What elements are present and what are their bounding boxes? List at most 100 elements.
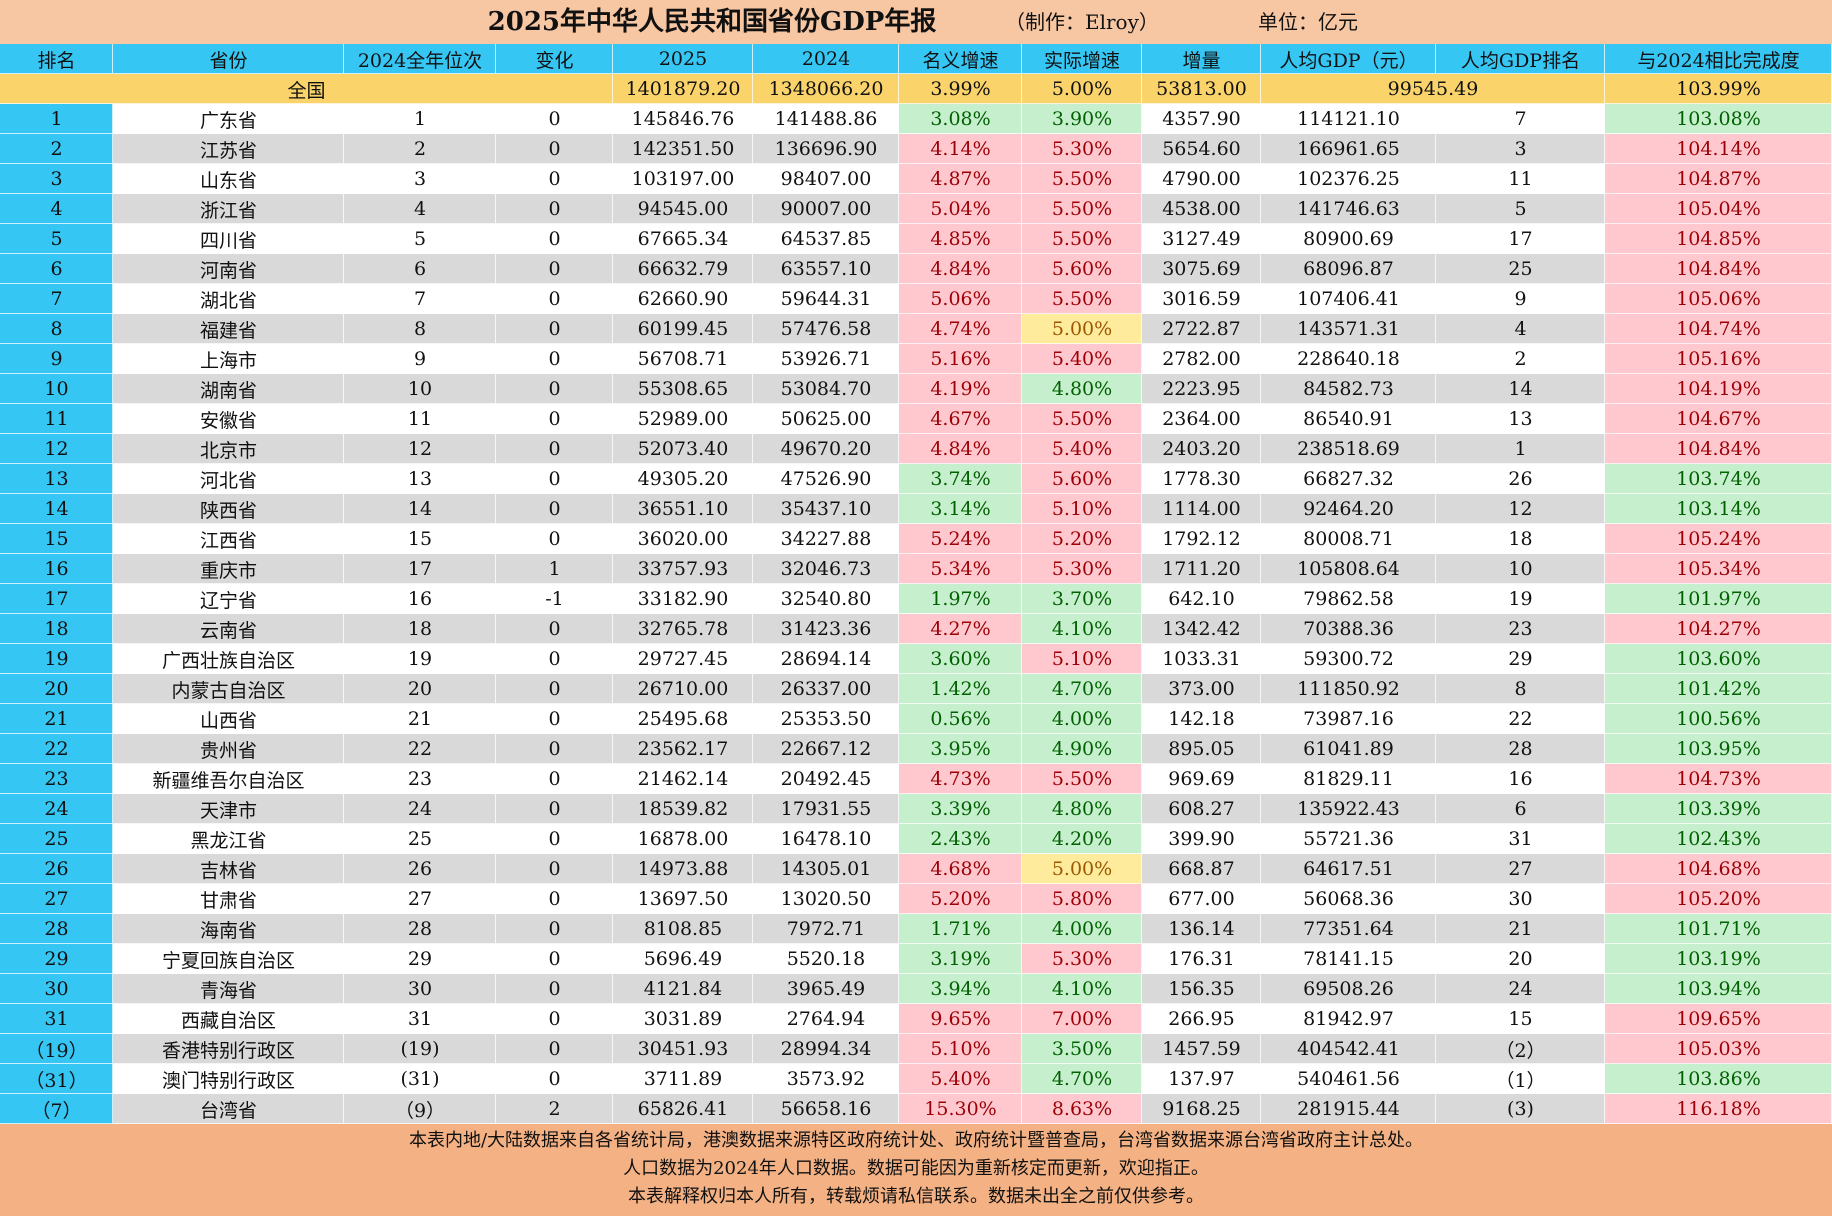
table-cell: 5.40% bbox=[899, 1064, 1022, 1094]
table-cell: 238518.69 bbox=[1261, 434, 1436, 464]
table-cell: 13697.50 bbox=[613, 884, 753, 914]
table-cell: 27 bbox=[1436, 854, 1605, 884]
table-cell: 8108.85 bbox=[613, 914, 753, 944]
table-cell: 5.40% bbox=[1022, 434, 1142, 464]
rank-cell: 8 bbox=[0, 314, 113, 344]
table-cell: 内蒙古自治区 bbox=[113, 674, 344, 704]
table-cell: 5.04% bbox=[899, 194, 1022, 224]
table-cell: 10 bbox=[1436, 554, 1605, 584]
table-cell: 3.70% bbox=[1022, 584, 1142, 614]
table-cell: 1.42% bbox=[899, 674, 1022, 704]
table-cell: 18539.82 bbox=[613, 794, 753, 824]
table-cell: 4.90% bbox=[1022, 734, 1142, 764]
table-cell: 25495.68 bbox=[613, 704, 753, 734]
rank-cell: 24 bbox=[0, 794, 113, 824]
table-cell: 0 bbox=[496, 794, 613, 824]
table-cell: 0 bbox=[496, 974, 613, 1004]
table-cell: 0 bbox=[496, 824, 613, 854]
table-cell: 山东省 bbox=[113, 164, 344, 194]
table-cell: 100.56% bbox=[1605, 704, 1832, 734]
table-cell: 103.60% bbox=[1605, 644, 1832, 674]
table-cell: 25353.50 bbox=[753, 704, 899, 734]
table-cell: 66632.79 bbox=[613, 254, 753, 284]
table-cell: 14305.01 bbox=[753, 854, 899, 884]
table-cell: 26710.00 bbox=[613, 674, 753, 704]
rank-cell: 3 bbox=[0, 164, 113, 194]
rank-cell: 12 bbox=[0, 434, 113, 464]
table-cell: 香港特别行政区 bbox=[113, 1034, 344, 1064]
table-cell: 2 bbox=[496, 1094, 613, 1124]
table-cell: 1 bbox=[344, 104, 496, 134]
table-cell: 0 bbox=[496, 914, 613, 944]
table-cell: 3127.49 bbox=[1142, 224, 1261, 254]
table-cell: 0 bbox=[496, 104, 613, 134]
table-cell: （2） bbox=[1436, 1034, 1605, 1064]
table-cell: 3.90% bbox=[1022, 104, 1142, 134]
table-cell: 2782.00 bbox=[1142, 344, 1261, 374]
table-cell: 26 bbox=[344, 854, 496, 884]
table-cell: 102376.25 bbox=[1261, 164, 1436, 194]
table-cell: 5696.49 bbox=[613, 944, 753, 974]
table-cell: 104.27% bbox=[1605, 614, 1832, 644]
table-cell: 福建省 bbox=[113, 314, 344, 344]
rank-cell: 20 bbox=[0, 674, 113, 704]
table-cell: 5.10% bbox=[1022, 644, 1142, 674]
table-cell: 13 bbox=[1436, 404, 1605, 434]
unit: 单位：亿元 bbox=[1258, 10, 1358, 34]
summary-cell: 5.00% bbox=[1022, 74, 1142, 104]
table-cell: 7.00% bbox=[1022, 1004, 1142, 1034]
table-cell: 92464.20 bbox=[1261, 494, 1436, 524]
table-cell: (19) bbox=[344, 1034, 496, 1064]
table-cell: 26 bbox=[1436, 464, 1605, 494]
table-cell: 21 bbox=[1436, 914, 1605, 944]
footer-note: 人口数据为2024年人口数据。数据可能因为重新核定而更新，欢迎指正。 bbox=[623, 1158, 1209, 1179]
column-header: 排名 bbox=[0, 44, 113, 74]
rank-cell: 27 bbox=[0, 884, 113, 914]
table-cell: 104.74% bbox=[1605, 314, 1832, 344]
table-cell: 80900.69 bbox=[1261, 224, 1436, 254]
table-cell: 0 bbox=[496, 674, 613, 704]
table-cell: 23 bbox=[344, 764, 496, 794]
table-cell: 103.14% bbox=[1605, 494, 1832, 524]
table-cell: 江西省 bbox=[113, 524, 344, 554]
table-cell: 4.84% bbox=[899, 254, 1022, 284]
table-cell: 5.06% bbox=[899, 284, 1022, 314]
table-cell: 28994.34 bbox=[753, 1034, 899, 1064]
table-cell: 7 bbox=[344, 284, 496, 314]
table-cell: 11 bbox=[344, 404, 496, 434]
column-header: 名义增速 bbox=[899, 44, 1022, 74]
table-cell: 56658.16 bbox=[753, 1094, 899, 1124]
table-cell: 17931.55 bbox=[753, 794, 899, 824]
table-cell: 2.43% bbox=[899, 824, 1022, 854]
table-cell: 60199.45 bbox=[613, 314, 753, 344]
table-cell: 166961.65 bbox=[1261, 134, 1436, 164]
table-cell: 3.60% bbox=[899, 644, 1022, 674]
table-cell: 28694.14 bbox=[753, 644, 899, 674]
table-cell: 73987.16 bbox=[1261, 704, 1436, 734]
table-cell: 62660.90 bbox=[613, 284, 753, 314]
table-cell: 24 bbox=[344, 794, 496, 824]
rank-cell: 2 bbox=[0, 134, 113, 164]
table-cell: 5.10% bbox=[899, 1034, 1022, 1064]
table-cell: 23562.17 bbox=[613, 734, 753, 764]
column-header: 与2024相比完成度 bbox=[1605, 44, 1832, 74]
table-cell: 1711.20 bbox=[1142, 554, 1261, 584]
table-cell: 36551.10 bbox=[613, 494, 753, 524]
table-cell: 79862.58 bbox=[1261, 584, 1436, 614]
table-cell: 20492.45 bbox=[753, 764, 899, 794]
table-cell: 23 bbox=[1436, 614, 1605, 644]
table-cell: 5.20% bbox=[899, 884, 1022, 914]
table-cell: 3.39% bbox=[899, 794, 1022, 824]
table-cell: 9.65% bbox=[899, 1004, 1022, 1034]
table-cell: 103.86% bbox=[1605, 1064, 1832, 1094]
column-header: 实际增速 bbox=[1022, 44, 1142, 74]
table-cell: 30 bbox=[1436, 884, 1605, 914]
table-cell: 16478.10 bbox=[753, 824, 899, 854]
table-cell: 5.50% bbox=[1022, 164, 1142, 194]
table-cell: 5654.60 bbox=[1142, 134, 1261, 164]
table-cell: 22 bbox=[344, 734, 496, 764]
table-cell: 105.04% bbox=[1605, 194, 1832, 224]
rank-cell: （19） bbox=[0, 1034, 113, 1064]
table-cell: 145846.76 bbox=[613, 104, 753, 134]
table-cell: 104.68% bbox=[1605, 854, 1832, 884]
